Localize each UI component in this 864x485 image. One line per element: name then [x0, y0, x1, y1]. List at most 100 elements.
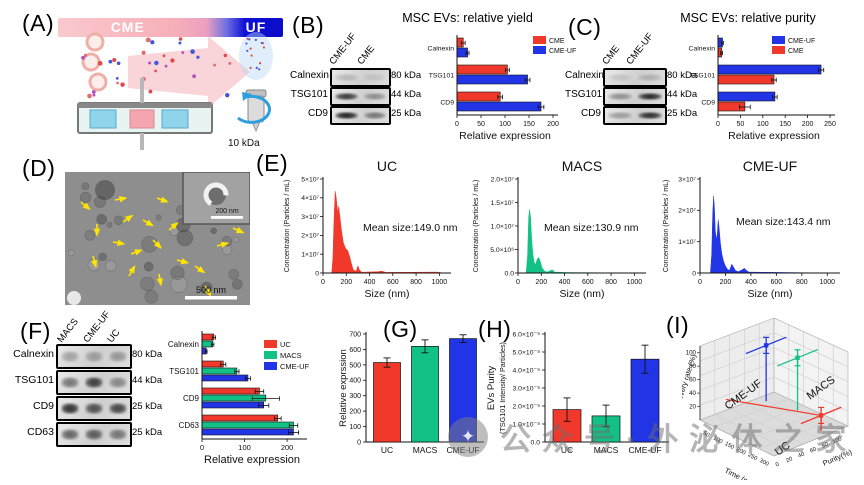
svg-text:MACS: MACS [280, 351, 302, 360]
svg-text:200: 200 [802, 121, 814, 128]
svg-text:400: 400 [559, 279, 571, 286]
svg-text:150: 150 [523, 121, 535, 128]
protein-label: CD9 [307, 108, 328, 119]
svg-text:1.5×10⁷: 1.5×10⁷ [491, 200, 515, 207]
cme-banner-label: CME [110, 19, 145, 35]
svg-text:0: 0 [698, 279, 702, 286]
svg-text:0: 0 [357, 439, 361, 446]
svg-text:CD9: CD9 [701, 100, 715, 107]
protein-band [109, 403, 127, 414]
protein-band [85, 429, 103, 440]
western-blot-yield: CME-UF CME Calnexin 80 kDa TSG101 44 kDa CD9 25… [290, 30, 455, 130]
svg-text:200: 200 [349, 409, 361, 416]
svg-text:6.0×10⁻⁹: 6.0×10⁻⁹ [513, 331, 541, 338]
protein-label: CD9 [580, 108, 601, 119]
svg-text:Mean size:143.4 nm: Mean size:143.4 nm [736, 216, 831, 228]
panel-e-label: (E) [256, 150, 289, 176]
svg-text:Mean size:130.9 nm: Mean size:130.9 nm [544, 222, 639, 234]
protein-band [61, 429, 79, 440]
three-method-bar-chart: Calnexin TSG101 CD9 CD63 0 100 200 Relative exp… [168, 326, 348, 473]
svg-text:100: 100 [499, 121, 511, 128]
svg-text:Time (min): Time (min) [723, 466, 759, 480]
svg-text:EVs Purity: EVs Purity [486, 366, 497, 411]
protein-label: CD9 [32, 400, 54, 412]
svg-text:Relative exprssion: Relative exprssion [338, 349, 349, 427]
svg-text:UC: UC [561, 445, 573, 455]
lane-label: UC [105, 327, 123, 345]
panel-c-label: (C) [568, 14, 602, 40]
svg-text:800: 800 [605, 279, 617, 286]
molecular-weight-label: 80 kDa [391, 70, 422, 81]
svg-text:20: 20 [689, 404, 696, 411]
svg-text:Mean size:149.0 nm: Mean size:149.0 nm [363, 222, 458, 234]
svg-text:100: 100 [238, 443, 251, 452]
lane-label: MACS [55, 316, 81, 345]
protein-band [61, 351, 79, 362]
svg-text:Calnexin: Calnexin [168, 340, 199, 349]
svg-text:250: 250 [747, 452, 758, 462]
svg-text:100: 100 [349, 424, 361, 431]
mwco-label: 10 kDa [228, 138, 260, 149]
tem-micrograph: 200 nm 500 nm [65, 171, 251, 310]
svg-text:Calnexin: Calnexin [428, 46, 455, 53]
svg-text:800: 800 [410, 279, 422, 286]
panel-f-label: (F) [20, 318, 51, 344]
panel-h-label: (H) [478, 316, 512, 342]
protein-label: TSG101 [565, 89, 603, 100]
panel-b-title: MSC EVs: relative yield [402, 11, 533, 25]
svg-text:UC: UC [377, 158, 397, 174]
svg-text:5×10⁷: 5×10⁷ [301, 176, 319, 183]
cme-uf-process-banner: CME UF [58, 18, 283, 37]
blot-strip [56, 396, 132, 421]
svg-text:600: 600 [349, 347, 361, 354]
svg-text:800: 800 [796, 279, 808, 286]
svg-text:0: 0 [321, 279, 325, 286]
svg-text:150: 150 [723, 441, 734, 451]
svg-text:Purity(%): Purity(%) [821, 447, 853, 468]
svg-text:2×10⁷: 2×10⁷ [678, 208, 696, 215]
blot-strip [603, 68, 667, 87]
svg-text:100: 100 [712, 435, 723, 445]
svg-text:1.0×10⁻⁹: 1.0×10⁻⁹ [513, 421, 541, 428]
svg-text:2.0×10⁻⁹: 2.0×10⁻⁹ [513, 403, 541, 410]
svg-text:0: 0 [455, 121, 459, 128]
protein-label: CD63 [27, 426, 54, 438]
svg-text:UC: UC [280, 340, 291, 349]
svg-text:CD9: CD9 [440, 100, 454, 107]
nta-plot-uc: UC 0 1×10⁷ 2×10⁷ 3×10⁷ 4×10⁷ 5×10⁷ 0 200 400 600 80… [279, 155, 465, 312]
svg-text:400: 400 [364, 279, 376, 286]
panel-b-label: (B) [292, 12, 325, 38]
svg-text:TSG101: TSG101 [169, 367, 199, 376]
svg-text:CD9: CD9 [183, 394, 200, 403]
blot-strip [330, 87, 391, 106]
protein-band [608, 111, 632, 120]
svg-text:MACS: MACS [413, 445, 438, 455]
svg-text:60: 60 [809, 447, 817, 455]
lane-label: CME [355, 43, 378, 67]
svg-text:0: 0 [315, 270, 319, 277]
svg-text:4.0×10⁻⁹: 4.0×10⁻⁹ [513, 367, 541, 374]
blot-strip [330, 68, 391, 87]
svg-text:CD63: CD63 [179, 421, 200, 430]
panel-c-title: MSC EVs: relative purity [680, 11, 816, 25]
panel-g-label: (G) [383, 316, 418, 342]
svg-text:1×10⁷: 1×10⁷ [678, 239, 696, 246]
blot-strip [603, 87, 667, 106]
svg-text:Concentration (Particles / mL): Concentration (Particles / mL) [473, 180, 480, 273]
svg-text:200: 200 [720, 279, 732, 286]
svg-text:MACS: MACS [594, 445, 619, 455]
svg-text:400: 400 [349, 378, 361, 385]
protein-band [85, 403, 103, 414]
molecular-weight-label: 25 kDa [391, 108, 422, 119]
protein-band [363, 111, 386, 120]
svg-text:300: 300 [758, 458, 769, 468]
lane-label: CME [600, 43, 623, 67]
svg-text:100: 100 [686, 350, 697, 357]
molecular-weight-label: 44 kDa [132, 375, 163, 386]
protein-band [335, 73, 358, 82]
svg-text:MACS: MACS [562, 158, 602, 174]
molecular-weight-label: 44 kDa [667, 89, 698, 100]
nta-plot-cmeuf: CME-UF 0 1×10⁷ 2×10⁷ 3×10⁷ 0 200 400 600 800 1000 S… [658, 155, 860, 312]
protein-label: TSG101 [290, 89, 328, 100]
